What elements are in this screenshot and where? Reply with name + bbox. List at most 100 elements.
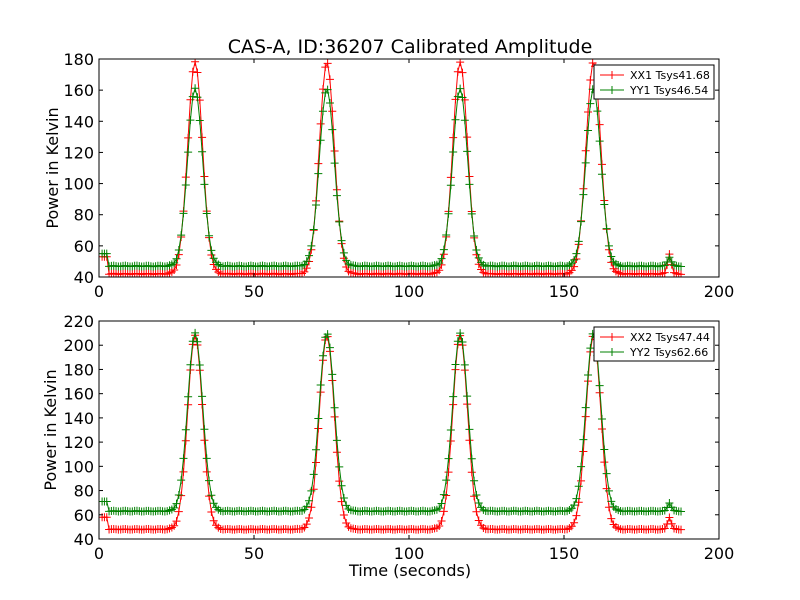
data-point <box>453 67 462 76</box>
data-point <box>449 392 458 401</box>
data-point <box>181 436 190 445</box>
data-point <box>572 494 581 503</box>
data-point <box>597 160 606 169</box>
data-point <box>463 147 472 156</box>
series-markers-top-2 <box>99 84 686 271</box>
data-point <box>209 499 218 508</box>
y-tick-label: 140 <box>63 112 94 131</box>
data-point <box>665 513 674 522</box>
data-point <box>195 361 204 370</box>
data-point <box>102 513 111 522</box>
data-point <box>607 252 616 261</box>
y-tick-label: 100 <box>63 175 94 194</box>
data-point <box>174 245 183 254</box>
y-tick-label: 60 <box>74 506 94 525</box>
data-point <box>458 68 467 77</box>
data-point <box>318 107 327 116</box>
data-point <box>677 507 686 516</box>
data-point <box>574 237 583 246</box>
data-point <box>465 425 474 434</box>
y-tick-label: 160 <box>63 385 94 404</box>
data-point <box>179 467 188 476</box>
data-point <box>330 159 339 168</box>
data-point <box>179 209 188 218</box>
data-point <box>188 337 197 346</box>
ticks-top: 0 50 100 150 200 40 60 80 100 120 140 160 180 <box>63 50 734 301</box>
x-tick-label: 50 <box>244 282 264 301</box>
legend-marker <box>608 86 616 94</box>
legend-marker <box>608 333 616 341</box>
data-point <box>570 518 579 527</box>
data-point <box>660 268 669 277</box>
data-point <box>330 146 339 155</box>
data-point <box>456 59 465 67</box>
data-point <box>339 494 348 503</box>
data-point <box>446 436 455 445</box>
x-tick-label: 150 <box>549 282 580 301</box>
data-point <box>202 467 211 476</box>
data-point <box>181 425 190 434</box>
data-point <box>325 343 334 352</box>
data-point <box>193 93 202 102</box>
data-point <box>435 504 444 513</box>
y-tick-label: 180 <box>63 50 94 69</box>
data-point <box>179 454 188 463</box>
data-point <box>586 344 595 353</box>
data-point <box>198 392 207 401</box>
data-point <box>579 447 588 456</box>
data-point <box>595 120 604 129</box>
data-point <box>307 503 316 512</box>
x-tick-label: 200 <box>704 544 735 563</box>
data-point <box>335 477 344 486</box>
data-point <box>314 424 323 433</box>
data-point <box>577 476 586 485</box>
data-point <box>574 482 583 491</box>
data-point <box>172 254 181 263</box>
data-point <box>170 503 179 512</box>
data-point <box>316 381 325 390</box>
data-point <box>337 481 346 490</box>
data-point <box>200 180 209 189</box>
y-axis-label-top: Power in Kelvin <box>43 107 62 228</box>
data-point <box>305 496 314 505</box>
legend-label: YY2 Tsys62.66 <box>629 346 708 359</box>
y-tick-label: 80 <box>74 206 94 225</box>
y-tick-label: 160 <box>63 81 94 100</box>
data-point <box>451 115 460 124</box>
chart-title: CAS-A, ID:36207 Calibrated Amplitude <box>228 36 593 58</box>
y-tick-label: 120 <box>63 433 94 452</box>
data-point <box>435 266 444 275</box>
x-tick-label: 0 <box>94 544 104 563</box>
data-point <box>465 436 474 445</box>
data-point <box>328 107 337 116</box>
data-point <box>470 231 479 240</box>
data-point <box>332 191 341 200</box>
legend-frame <box>593 326 715 362</box>
legend-label: XX1 Tsys41.68 <box>630 69 710 82</box>
data-point <box>446 181 455 190</box>
data-point <box>460 116 469 125</box>
data-point <box>170 258 179 267</box>
data-point <box>600 445 609 454</box>
data-point <box>193 68 202 77</box>
data-point <box>209 516 218 525</box>
data-point <box>581 146 590 155</box>
data-point <box>177 231 186 240</box>
data-point <box>437 254 446 263</box>
legend-label: XX2 Tsys47.44 <box>630 331 710 344</box>
data-point <box>307 241 316 250</box>
data-point <box>191 328 200 337</box>
data-point <box>335 217 344 226</box>
data-point <box>439 245 448 254</box>
data-point <box>584 371 593 380</box>
data-point <box>305 251 314 260</box>
data-point <box>339 248 348 257</box>
series-markers-bottom-2 <box>99 328 686 516</box>
data-point <box>439 507 448 516</box>
data-point <box>207 491 216 500</box>
data-point <box>593 107 602 116</box>
data-point <box>177 476 186 485</box>
data-point <box>458 93 467 102</box>
y-tick-label: 220 <box>63 312 94 331</box>
